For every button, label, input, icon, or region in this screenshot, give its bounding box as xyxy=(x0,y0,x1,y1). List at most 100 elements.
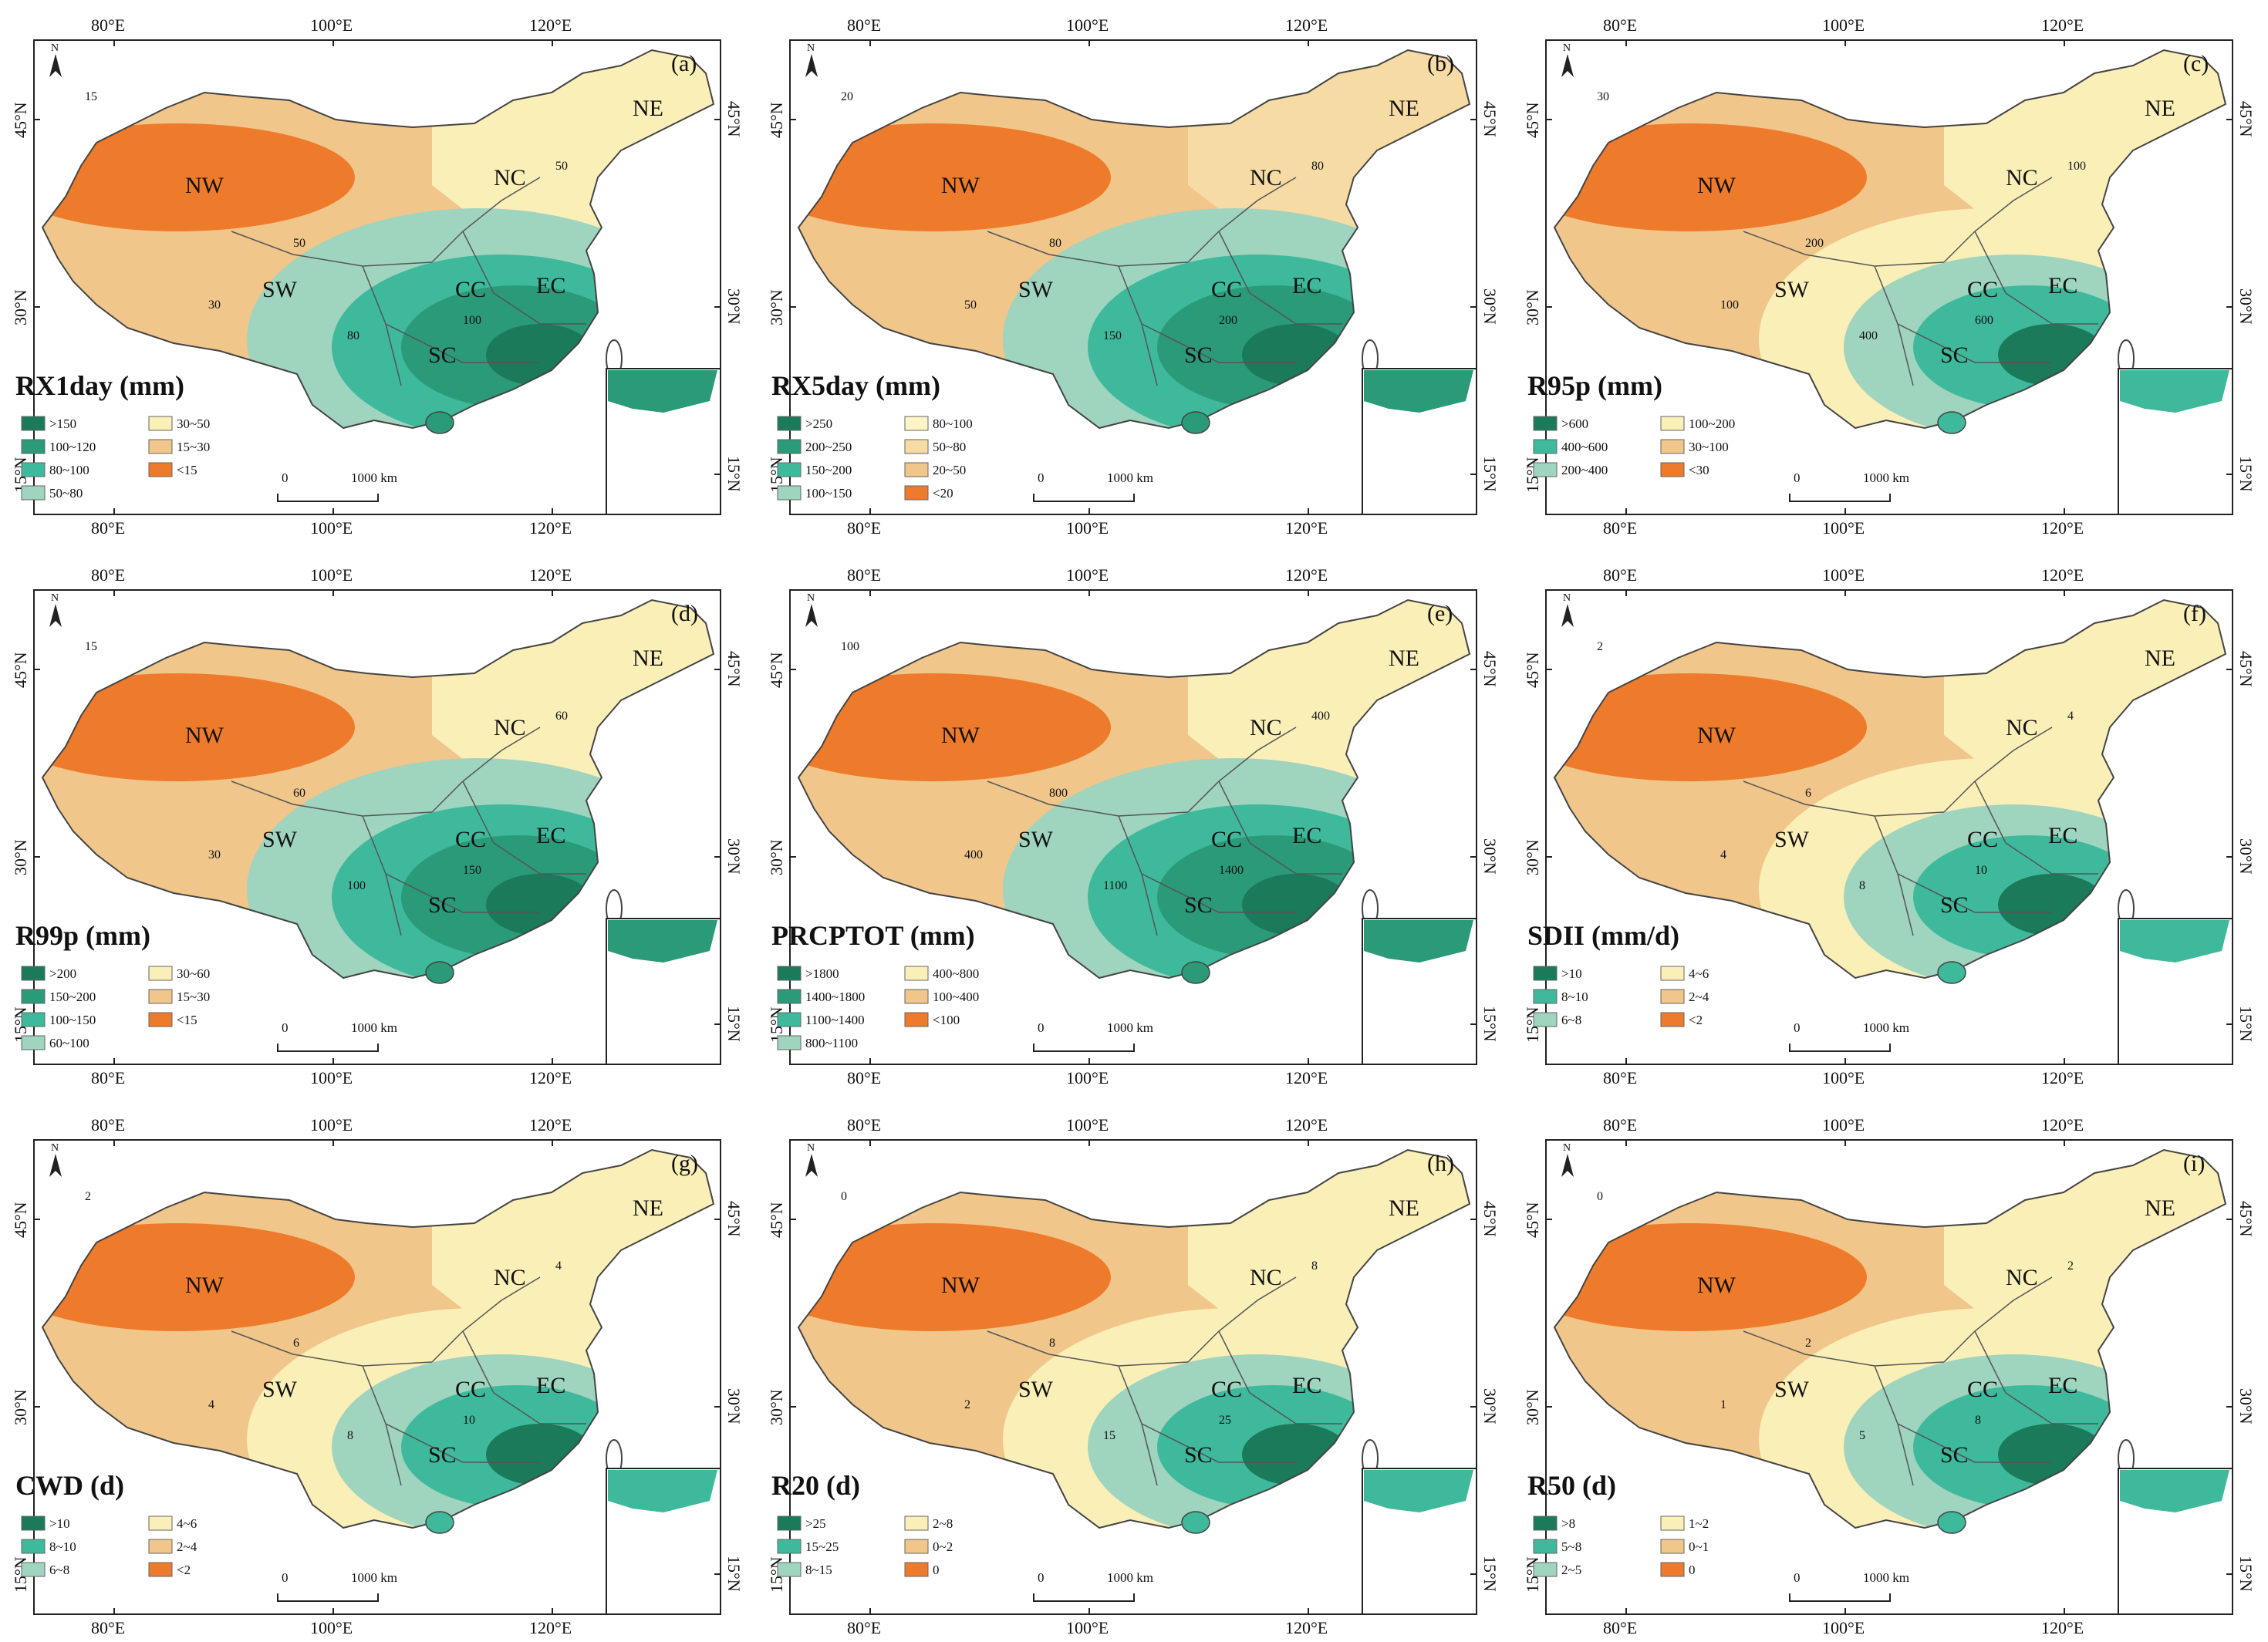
contour-label: 2 xyxy=(85,1190,91,1203)
legend-swatch xyxy=(1533,1012,1558,1027)
panel-title: CWD (d) xyxy=(15,1470,124,1501)
map-panel-h: N 0 1000 km 80°E 80°E 100°E 100°E 120°E 120°E 45°… xyxy=(756,1100,1510,1642)
region-label-cc: CC xyxy=(1211,827,1242,852)
contour-label: 1400 xyxy=(1219,864,1244,877)
contour-label: 4 xyxy=(555,1259,562,1273)
legend-swatch xyxy=(21,989,46,1004)
region-border xyxy=(987,781,1189,817)
lon-tick-bottom: 120°E xyxy=(1285,518,1328,538)
region-border xyxy=(1187,727,1297,813)
region-label-nc: NC xyxy=(494,1265,526,1290)
scale-distance: 1000 km xyxy=(1107,470,1153,485)
legend-label: 100~150 xyxy=(805,486,852,501)
north-arrow-icon xyxy=(1561,54,1574,77)
china-outline xyxy=(41,598,715,979)
region-label-ne: NE xyxy=(2145,1195,2175,1221)
map-panel-i: N 0 1000 km 80°E 80°E 100°E 100°E 120°E 120°E 45°… xyxy=(1512,1100,2266,1642)
lat-tick-right: 15°N xyxy=(1480,1006,1500,1042)
contour-label: 4 xyxy=(208,1398,214,1411)
region-border xyxy=(231,1330,433,1367)
scale-bar xyxy=(277,1593,379,1602)
region-label-nw: NW xyxy=(1697,723,1736,748)
region-label-sc: SC xyxy=(428,892,457,918)
legend-label: <2 xyxy=(1689,1013,1703,1027)
lat-tick-left: 30°N xyxy=(1523,289,1542,325)
legend-swatch xyxy=(1660,462,1685,477)
lat-tick-right: 30°N xyxy=(2236,838,2256,875)
legend-label: >25 xyxy=(805,1516,826,1531)
scale-bar xyxy=(1789,1044,1891,1052)
legend-label: 100~400 xyxy=(933,990,979,1004)
lat-tick-left: 30°N xyxy=(11,289,30,325)
region-border xyxy=(1743,781,1945,817)
contour-label: 100 xyxy=(841,640,859,653)
contour-label: 8 xyxy=(1975,1414,1981,1427)
contour-label: 0 xyxy=(1597,1190,1603,1203)
hainan-island xyxy=(425,411,454,434)
region-label-sw: SW xyxy=(1018,827,1054,852)
lon-tick-top: 120°E xyxy=(1285,565,1328,585)
lon-tick-bottom: 80°E xyxy=(1603,1068,1637,1087)
legend-swatch xyxy=(904,1539,929,1554)
lat-tick-left: 30°N xyxy=(767,289,786,325)
lat-tick-right: 45°N xyxy=(724,651,744,687)
contour-label: 15 xyxy=(85,640,97,653)
legend-swatch xyxy=(1660,1562,1685,1577)
map-svg-a: N 0 1000 km 80°E 80°E 100°E 100°E 120°E 120°E 45°… xyxy=(11,15,744,538)
map-panel-f: N 0 1000 km 80°E 80°E 100°E 100°E 120°E 120°E 45°… xyxy=(1512,550,2266,1092)
lat-tick-right: 45°N xyxy=(724,1201,744,1237)
legend-swatch xyxy=(777,485,802,501)
north-label: N xyxy=(51,1142,59,1154)
region-label-sc: SC xyxy=(1184,892,1213,918)
legend-label: >8 xyxy=(1561,1516,1575,1531)
panel-title: PRCPTOT (mm) xyxy=(771,920,975,951)
legend-swatch xyxy=(777,1035,802,1050)
lon-tick-bottom: 100°E xyxy=(1822,518,1865,538)
region-border xyxy=(231,231,433,267)
legend-label: 0~2 xyxy=(933,1539,953,1554)
contour-label: 100 xyxy=(347,879,366,892)
legend-label: 2~5 xyxy=(1561,1563,1581,1577)
contour-label: 5 xyxy=(1859,1429,1865,1442)
north-label: N xyxy=(807,42,815,54)
map-svg-h: N 0 1000 km 80°E 80°E 100°E 100°E 120°E 120°E 45°… xyxy=(767,1115,1500,1637)
legend-swatch xyxy=(1660,416,1685,431)
legend-swatch xyxy=(777,462,802,477)
scale-distance: 1000 km xyxy=(1863,1020,1909,1035)
region-label-ne: NE xyxy=(1389,1195,1419,1221)
north-label: N xyxy=(1563,592,1571,604)
region-label-cc: CC xyxy=(1211,1377,1242,1402)
china-outline xyxy=(1553,598,2227,979)
lon-tick-bottom: 120°E xyxy=(529,1618,572,1637)
lat-tick-right: 30°N xyxy=(724,1388,744,1425)
legend-swatch xyxy=(148,1012,173,1027)
region-border xyxy=(431,727,541,813)
lat-tick-left: 30°N xyxy=(11,839,30,875)
panel-title: R99p (mm) xyxy=(15,920,150,951)
contour-label: 400 xyxy=(964,848,983,861)
inset-coast xyxy=(2120,1470,2229,1512)
hainan-island xyxy=(1181,1511,1210,1534)
legend-label: 150~200 xyxy=(49,990,96,1004)
hainan-island xyxy=(1181,411,1210,434)
scale-distance: 1000 km xyxy=(1107,1020,1153,1035)
legend-swatch xyxy=(1533,1539,1558,1554)
legend-swatch xyxy=(148,1562,173,1577)
contour-label: 30 xyxy=(1597,90,1609,103)
lon-tick-top: 120°E xyxy=(529,565,572,585)
scale-distance: 1000 km xyxy=(351,1570,397,1585)
contour-label: 400 xyxy=(1311,710,1330,723)
region-label-ec: EC xyxy=(536,1373,565,1398)
scale-zero: 0 xyxy=(282,1020,289,1035)
region-border xyxy=(1743,231,1945,267)
lat-tick-right: 15°N xyxy=(2236,1556,2256,1592)
region-label-ec: EC xyxy=(536,823,565,848)
legend-swatch xyxy=(1660,1539,1685,1554)
region-border xyxy=(1141,323,1296,363)
hainan-island xyxy=(425,961,454,984)
lat-tick-right: 45°N xyxy=(2236,1201,2256,1237)
lon-tick-top: 120°E xyxy=(1285,15,1328,35)
legend-label: <15 xyxy=(177,1013,197,1027)
contour-label: 30 xyxy=(208,848,221,861)
